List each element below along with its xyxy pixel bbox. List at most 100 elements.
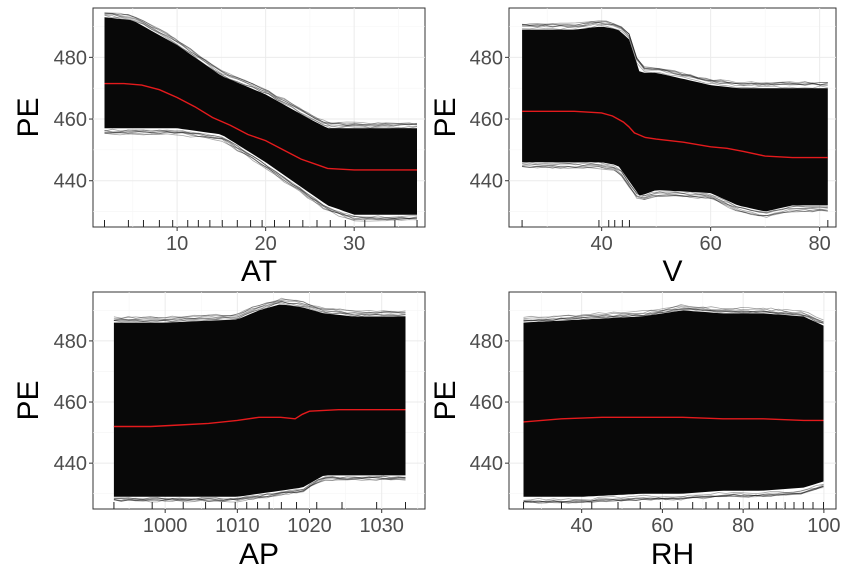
ice-curve (522, 20, 828, 85)
ice-curve (523, 307, 824, 324)
chart-panel-4: 40 60 80 100 440 460 480 RH PE (429, 291, 841, 567)
ice-curve (113, 477, 406, 503)
x-tick-label: 60 (700, 233, 722, 255)
ice-curve (104, 12, 418, 127)
ice-curve (113, 478, 406, 503)
x-tick-label: 40 (571, 515, 593, 537)
ice-curve (113, 476, 406, 502)
ice-curve (523, 308, 824, 324)
ice-curves-band (104, 17, 417, 215)
y-axis-title: PE (12, 380, 45, 420)
pdp-average-line (113, 409, 406, 428)
pdp-average-line (104, 82, 417, 171)
ice-curve (104, 131, 418, 221)
y-tick-label: 460 (54, 392, 87, 414)
y-tick-label: 440 (54, 453, 87, 475)
ice-curve (113, 300, 406, 321)
ice-curve (523, 484, 824, 503)
y-axis-title: PE (12, 97, 45, 137)
ice-curve (522, 164, 828, 217)
ice-curve (522, 21, 828, 86)
ice-curve (522, 162, 828, 214)
ice-curve (523, 485, 824, 504)
y-axis-title: PE (429, 97, 462, 137)
ice-curve (523, 308, 824, 324)
x-tick-label: 40 (591, 233, 613, 255)
ice-curve (523, 305, 824, 323)
ice-curve (104, 12, 418, 125)
ice-curve (522, 22, 828, 87)
x-tick-label: 100 (807, 515, 840, 537)
y-tick-label: 480 (470, 47, 503, 69)
y-tick-label: 460 (470, 392, 503, 414)
ice-curve (113, 475, 406, 501)
ice-curve (113, 297, 406, 319)
ice-curve (104, 130, 418, 220)
ice-curve (113, 300, 406, 322)
y-tick-label: 480 (54, 331, 87, 353)
ice-curve (522, 20, 828, 85)
x-axis-title: RH (651, 538, 694, 567)
ice-curve (523, 486, 824, 503)
y-tick-label: 440 (54, 171, 87, 193)
chart-panel-3: 1000 1010 1020 1030 440 460 480 AP PE (12, 291, 426, 567)
ice-curve (522, 165, 828, 217)
ice-curve (522, 23, 828, 87)
ice-curves-band (523, 310, 824, 497)
y-tick-label: 440 (470, 453, 503, 475)
chart-panel-2: 40 60 80 440 460 480 V PE (429, 7, 837, 288)
ice-curve (522, 161, 828, 213)
y-tick-label: 460 (470, 109, 503, 131)
y-tick-label: 480 (54, 47, 87, 69)
ice-curve (113, 299, 406, 319)
ice-curve (522, 21, 828, 86)
x-tick-label: 80 (732, 515, 754, 537)
x-tick-label: 1030 (359, 515, 404, 537)
pdp-average-line (523, 416, 824, 423)
ice-curve (104, 128, 418, 219)
ice-curve (523, 487, 824, 504)
ice-curves-band (113, 304, 406, 497)
ice-curve (522, 163, 828, 214)
pdp-average-line (522, 110, 828, 159)
x-tick-label: 20 (255, 233, 277, 255)
ice-curves-band (522, 26, 828, 212)
x-tick-label: 80 (809, 233, 831, 255)
y-axis-title: PE (429, 380, 462, 420)
y-tick-label: 440 (470, 171, 503, 193)
ice-curve (113, 476, 406, 501)
y-tick-label: 460 (54, 109, 87, 131)
ice-curve (104, 13, 418, 127)
ice-curve (523, 485, 824, 504)
ice-curve (104, 129, 418, 219)
ice-curve (113, 475, 406, 501)
ice-curve (522, 165, 828, 217)
y-tick-label: 480 (470, 331, 503, 353)
x-tick-label: 1020 (287, 515, 332, 537)
x-tick-label: 1000 (143, 515, 188, 537)
ice-curve (104, 130, 418, 220)
x-axis-title: AP (239, 538, 279, 567)
ice-curve (523, 307, 824, 324)
ice-curve (523, 483, 824, 501)
ice-curve (522, 24, 828, 89)
ice-curve (104, 12, 418, 126)
chart-panel-1: 10 20 30 440 460 480 AT PE (12, 7, 426, 288)
ice-curve (104, 14, 418, 129)
ice-curve (523, 485, 824, 504)
ice-curve (113, 476, 406, 502)
x-axis-title: AT (241, 255, 277, 288)
ice-curve (522, 166, 828, 218)
ice-curve (104, 131, 418, 221)
ice-curve (104, 14, 418, 129)
ice-curve (113, 301, 406, 323)
ice-curve (104, 12, 418, 125)
ice-curve (523, 304, 824, 321)
ice-curve (113, 302, 406, 323)
x-tick-label: 10 (166, 233, 188, 255)
x-tick-label: 60 (651, 515, 673, 537)
x-tick-label: 1010 (215, 515, 260, 537)
x-tick-label: 30 (343, 233, 365, 255)
ice-curve (523, 306, 824, 323)
